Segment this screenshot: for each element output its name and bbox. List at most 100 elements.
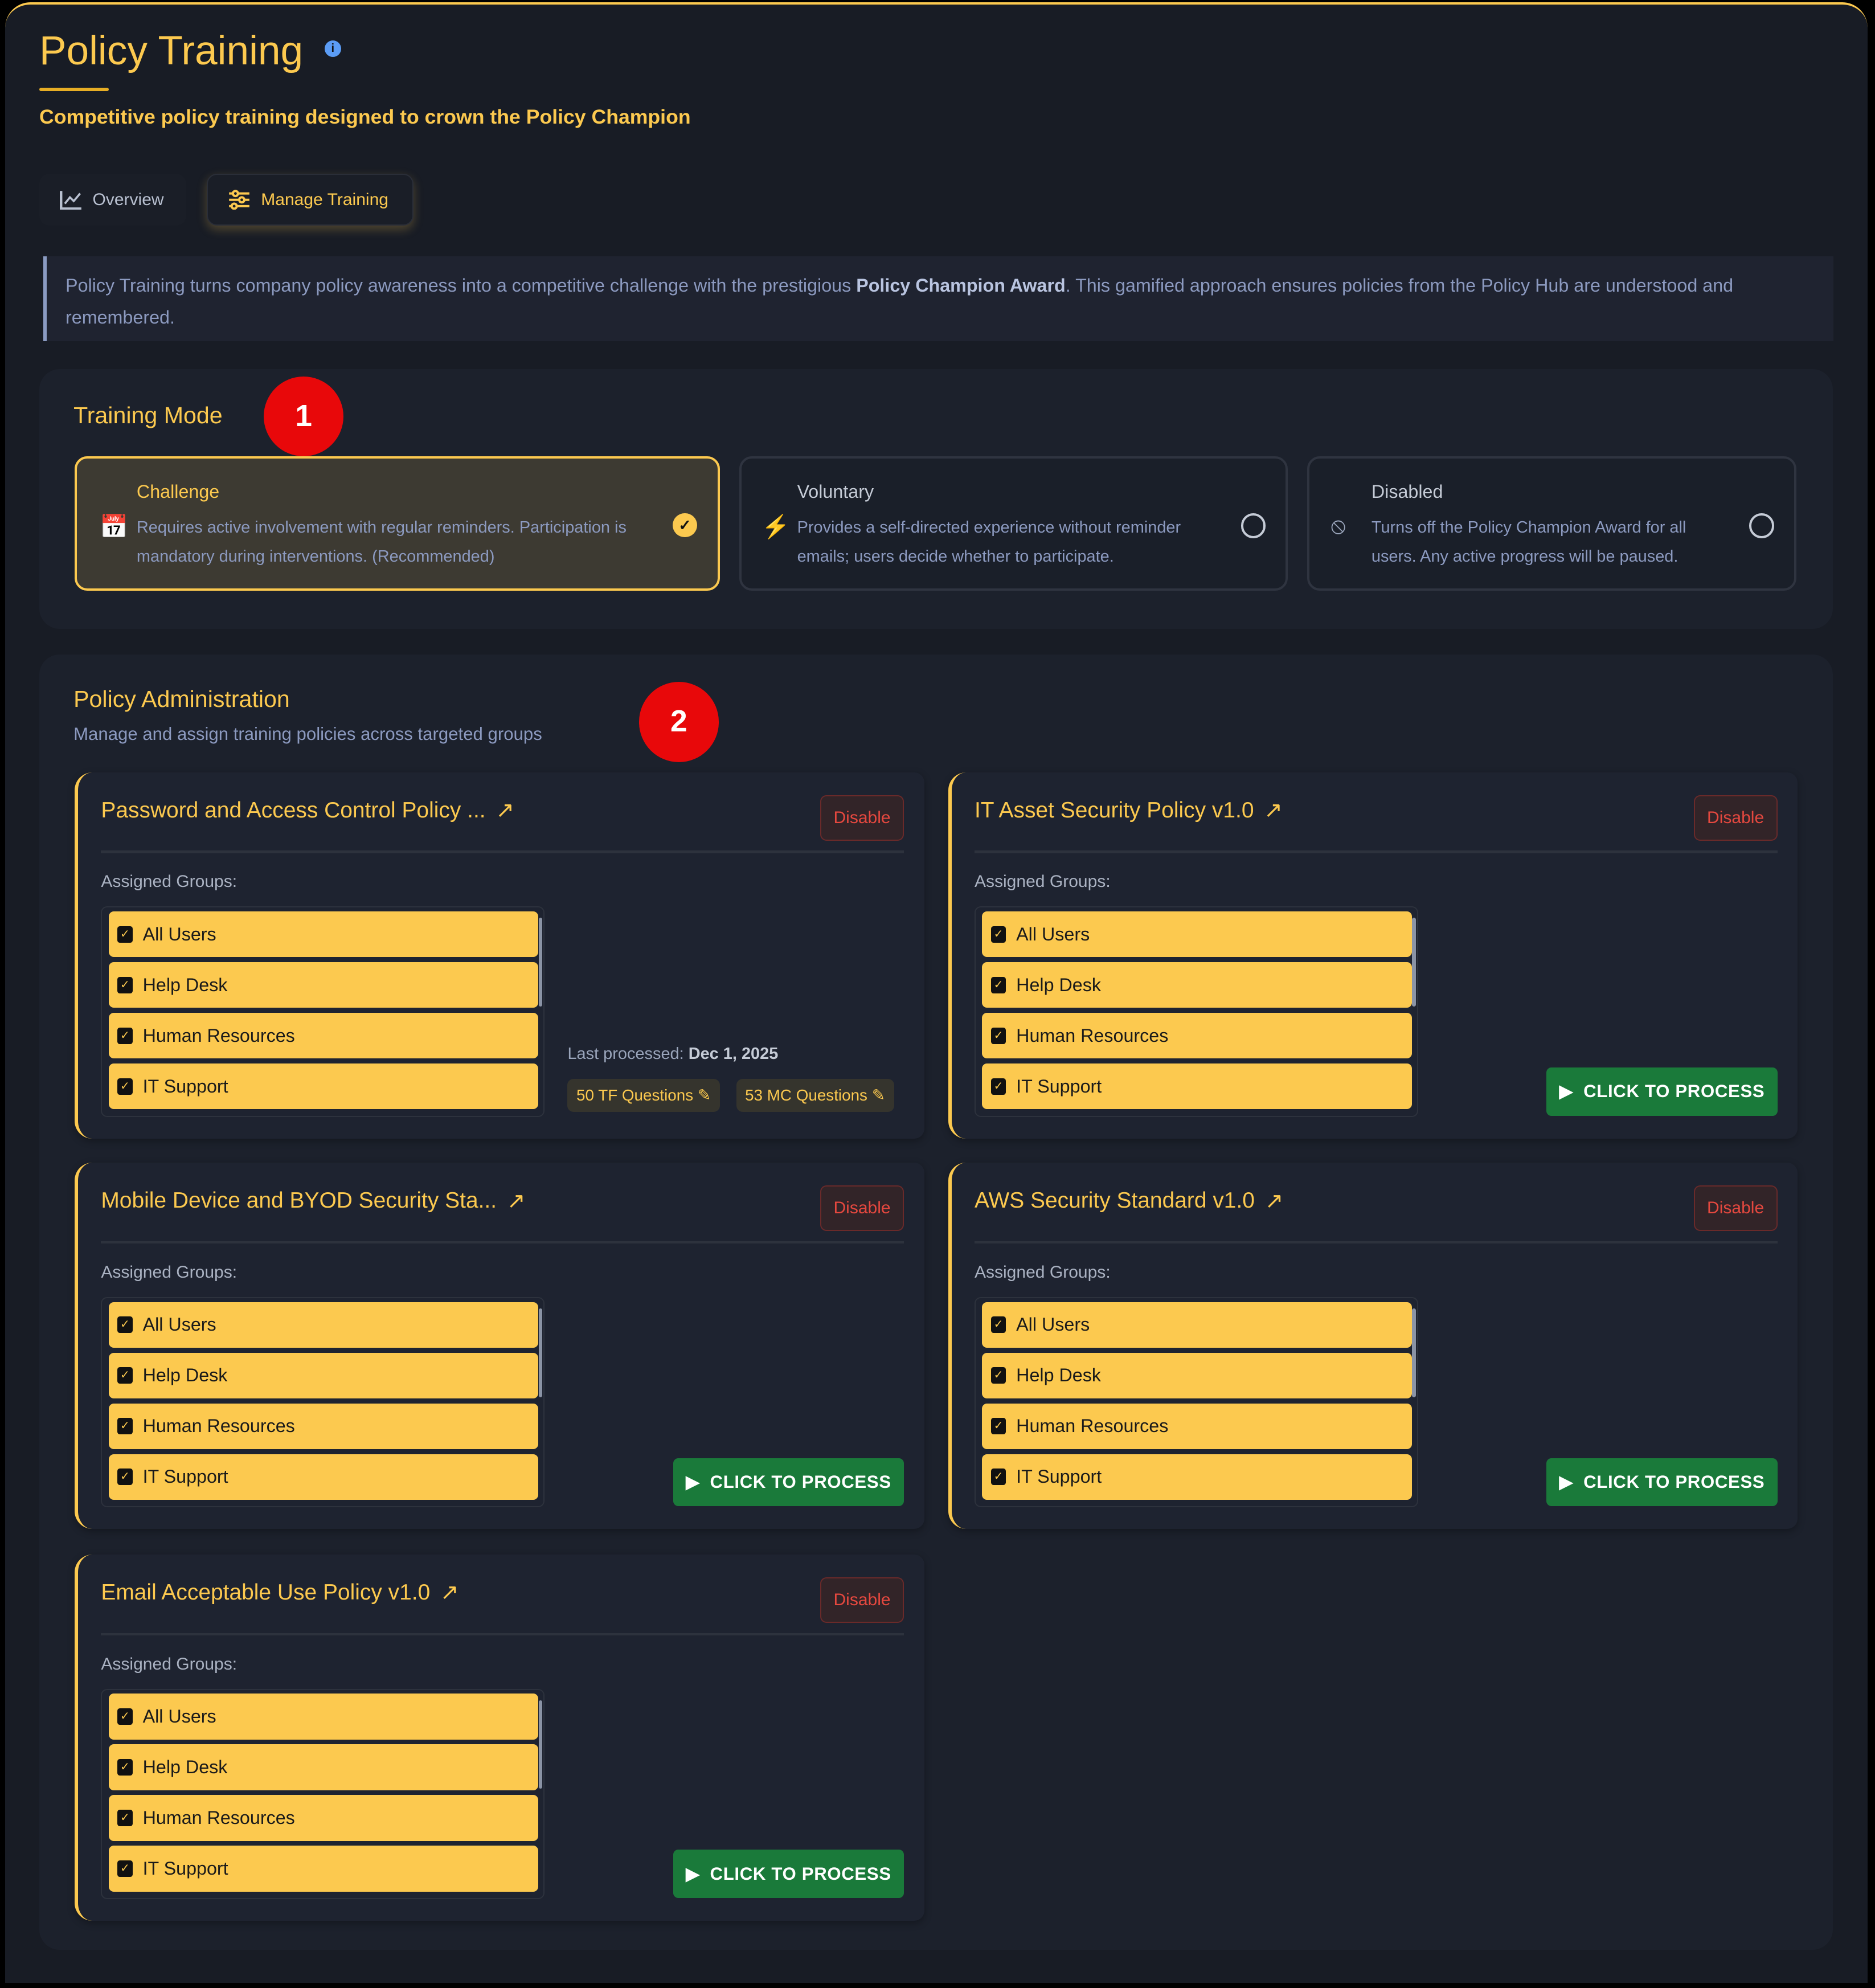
policy-card: Mobile Device and BYOD Security Sta... ↗ … [75, 1163, 924, 1529]
group-item[interactable]: ✓ Help Desk [108, 1352, 539, 1398]
checkbox-checked-icon[interactable]: ✓ [990, 1078, 1006, 1095]
group-item[interactable]: ✓ Help Desk [108, 962, 539, 1008]
divider [101, 1241, 904, 1244]
external-link-icon[interactable]: ↗ [496, 798, 515, 823]
assigned-groups-label: Assigned Groups: [101, 1654, 238, 1674]
group-item[interactable]: ✓ Human Resources [108, 1795, 539, 1841]
group-list[interactable]: ✓ All Users ✓ Help Desk ✓ Human Resources ✓ IT … [974, 1296, 1418, 1508]
group-item[interactable]: ✓ IT Support [982, 1454, 1412, 1500]
policy-title[interactable]: IT Asset Security Policy v1.0 [974, 797, 1254, 823]
checkbox-checked-icon[interactable]: ✓ [117, 976, 133, 993]
checkbox-checked-icon[interactable]: ✓ [117, 926, 133, 943]
scrollbar[interactable] [538, 918, 543, 1007]
click-to-process-button[interactable]: ▶ CLICK TO PROCESS [1546, 1067, 1778, 1116]
scrollbar[interactable] [538, 1308, 543, 1397]
external-link-icon[interactable]: ↗ [1264, 798, 1283, 823]
group-label: IT Support [142, 1466, 228, 1487]
disable-button[interactable]: Disable [820, 795, 904, 841]
checkbox-checked-icon[interactable]: ✓ [990, 1316, 1006, 1333]
checkbox-checked-icon[interactable]: ✓ [990, 1468, 1006, 1486]
external-link-icon[interactable]: ↗ [1264, 1188, 1284, 1213]
group-item[interactable]: ✓ IT Support [982, 1063, 1412, 1110]
checkbox-checked-icon[interactable]: ✓ [990, 976, 1006, 993]
click-to-process-button[interactable]: ▶ CLICK TO PROCESS [673, 1458, 904, 1507]
checkbox-checked-icon[interactable]: ✓ [117, 1418, 133, 1435]
group-label: Help Desk [142, 1757, 228, 1777]
group-label: Human Resources [1016, 1416, 1169, 1437]
radio-button[interactable] [1749, 513, 1774, 538]
group-item[interactable]: ✓ All Users [108, 1694, 539, 1740]
checkbox-checked-icon[interactable]: ✓ [117, 1078, 133, 1095]
disable-button[interactable]: Disable [820, 1577, 904, 1623]
policy-card: AWS Security Standard v1.0 ↗ Disable Assi… [948, 1163, 1798, 1529]
checkbox-checked-icon[interactable]: ✓ [990, 1027, 1006, 1044]
divider [974, 850, 1778, 853]
info-banner: Policy Training turns company policy awa… [43, 256, 1833, 341]
tab-overview[interactable]: Overview [39, 173, 187, 226]
checkbox-checked-icon[interactable]: ✓ [117, 1468, 133, 1486]
divider [974, 1241, 1778, 1244]
mode-option-challenge[interactable]: 📅 Challenge Requires active involvement … [75, 456, 720, 591]
info-icon[interactable]: i [324, 40, 341, 58]
disable-button[interactable]: Disable [1693, 1185, 1778, 1232]
checkbox-checked-icon[interactable]: ✓ [117, 1759, 133, 1776]
group-item[interactable]: ✓ Help Desk [108, 1744, 539, 1790]
tf-questions-button[interactable]: 50 TF Questions ✎ [567, 1079, 720, 1112]
group-item[interactable]: ✓ Human Resources [982, 1013, 1412, 1059]
mode-option-voluntary[interactable]: ⚡ Voluntary Provides a self-directed exp… [739, 456, 1288, 591]
policy-title[interactable]: Password and Access Control Policy ... [101, 797, 486, 823]
policy-card: Email Acceptable Use Policy v1.0 ↗ Disabl… [75, 1554, 924, 1921]
mc-questions-button[interactable]: 53 MC Questions ✎ [736, 1079, 894, 1112]
group-item[interactable]: ✓ IT Support [108, 1454, 539, 1500]
ban-icon: ⦸ [1330, 513, 1346, 538]
check-circle-icon: ✓ [673, 513, 697, 538]
checkbox-checked-icon[interactable]: ✓ [117, 1316, 133, 1333]
group-list[interactable]: ✓ All Users ✓ Help Desk ✓ Human Resources ✓ IT … [974, 906, 1418, 1117]
group-item[interactable]: ✓ All Users [982, 1302, 1412, 1348]
play-icon: ▶ [686, 1863, 700, 1884]
policy-title[interactable]: Mobile Device and BYOD Security Sta... [101, 1188, 497, 1213]
group-item[interactable]: ✓ Human Resources [108, 1403, 539, 1449]
group-item[interactable]: ✓ Help Desk [982, 1352, 1412, 1398]
tab-manage-training[interactable]: Manage Training [206, 173, 414, 226]
group-label: Help Desk [1016, 1365, 1101, 1386]
checkbox-checked-icon[interactable]: ✓ [117, 1860, 133, 1877]
group-list[interactable]: ✓ All Users ✓ Help Desk ✓ Human Resources ✓ IT … [101, 1296, 545, 1508]
group-item[interactable]: ✓ All Users [108, 1302, 539, 1348]
click-to-process-button[interactable]: ▶ CLICK TO PROCESS [673, 1850, 904, 1899]
group-item[interactable]: ✓ IT Support [108, 1846, 539, 1892]
checkbox-checked-icon[interactable]: ✓ [117, 1027, 133, 1044]
checkbox-checked-icon[interactable]: ✓ [990, 1418, 1006, 1435]
checkbox-checked-icon[interactable]: ✓ [117, 1810, 133, 1826]
group-list[interactable]: ✓ All Users ✓ Help Desk ✓ Human Resources ✓ IT … [101, 1688, 545, 1900]
policy-title[interactable]: Email Acceptable Use Policy v1.0 [101, 1580, 431, 1605]
external-link-icon[interactable]: ↗ [506, 1188, 526, 1213]
external-link-icon[interactable]: ↗ [440, 1580, 459, 1605]
checkbox-checked-icon[interactable]: ✓ [117, 1367, 133, 1384]
group-list[interactable]: ✓ All Users ✓ Help Desk ✓ Human Resources ✓ IT … [101, 906, 545, 1117]
policy-title[interactable]: AWS Security Standard v1.0 [974, 1188, 1255, 1213]
group-item[interactable]: ✓ Human Resources [982, 1403, 1412, 1449]
disable-button[interactable]: Disable [1693, 795, 1778, 841]
checkbox-checked-icon[interactable]: ✓ [990, 1367, 1006, 1384]
radio-button[interactable] [1241, 513, 1266, 538]
scrollbar[interactable] [1412, 1308, 1416, 1397]
group-item[interactable]: ✓ Human Resources [108, 1013, 539, 1059]
mode-option-disabled[interactable]: ⦸ Disabled Turns off the Policy Champion… [1307, 456, 1796, 591]
scrollbar[interactable] [538, 1700, 543, 1789]
disable-button[interactable]: Disable [820, 1185, 904, 1232]
checkbox-checked-icon[interactable]: ✓ [117, 1708, 133, 1725]
scrollbar[interactable] [1412, 918, 1416, 1007]
checkbox-checked-icon[interactable]: ✓ [990, 926, 1006, 943]
tab-label: Manage Training [261, 190, 388, 209]
page-subtitle: Competitive policy training designed to … [39, 105, 691, 128]
group-item[interactable]: ✓ All Users [982, 911, 1412, 958]
group-item[interactable]: ✓ Help Desk [982, 962, 1412, 1008]
click-to-process-button[interactable]: ▶ CLICK TO PROCESS [1546, 1458, 1778, 1507]
group-item[interactable]: ✓ All Users [108, 911, 539, 958]
group-item[interactable]: ✓ IT Support [108, 1063, 539, 1110]
group-label: Human Resources [142, 1807, 295, 1829]
group-label: Human Resources [142, 1416, 295, 1437]
calendar-check-icon: 📅 [100, 514, 129, 539]
tab-label: Overview [92, 190, 164, 209]
